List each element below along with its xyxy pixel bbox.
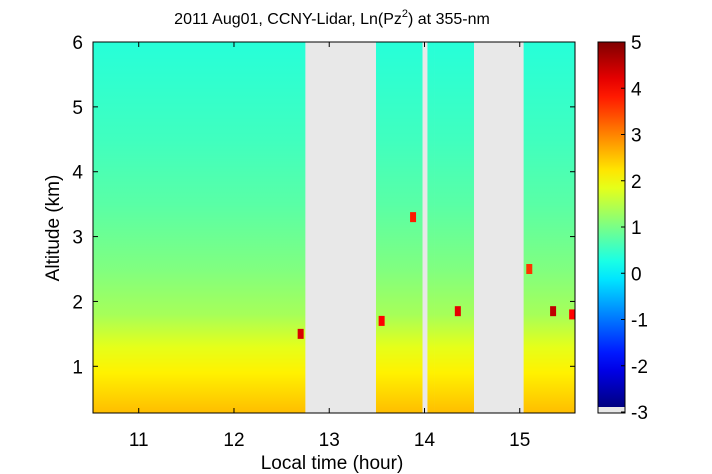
- y-tick-label: 6: [72, 33, 83, 54]
- data-segments: [93, 42, 575, 413]
- x-tick-label: 12: [223, 430, 244, 451]
- colorbar-tick-label: -2: [631, 357, 648, 378]
- x-tick-label: 11: [129, 430, 149, 451]
- x-axis-label: Local time (hour): [261, 453, 404, 474]
- x-tick-label: 15: [509, 430, 530, 451]
- colorbar-tick-label: -3: [631, 403, 648, 424]
- nodata-gap-1: [305, 42, 376, 413]
- cloud-feature-3: [410, 212, 417, 223]
- colorbar: 5 4 3 2 1 0 -1 -2 -3: [597, 33, 648, 424]
- y-tick-label: 4: [72, 163, 83, 184]
- colorbar-tick-label: -1: [631, 311, 648, 332]
- colorbar-tick-label: 1: [631, 218, 642, 239]
- cloud-feature-4: [454, 306, 461, 317]
- x-axis-ticks: 11 12 13 14 15: [129, 42, 530, 451]
- colorbar-nodata-swatch: [598, 407, 625, 413]
- heatmap-plot-area: [92, 41, 576, 414]
- nodata-gap-3: [474, 42, 524, 413]
- cloud-feature-5: [526, 264, 533, 275]
- cloud-feature-6: [550, 306, 557, 317]
- y-tick-label: 3: [72, 228, 83, 249]
- cloud-features: [297, 212, 576, 339]
- plot-frame: [92, 41, 576, 414]
- cloud-feature-1: [297, 328, 304, 339]
- colorbar-tick-label: 5: [631, 33, 642, 54]
- data-segment-2: [375, 42, 423, 413]
- y-axis-label: Altitude (km): [43, 175, 64, 282]
- colorbar-tick-label: 4: [631, 79, 642, 100]
- data-segment-1: [93, 42, 306, 413]
- y-tick-label: 1: [72, 357, 83, 378]
- y-tick-label: 2: [72, 292, 83, 313]
- x-tick-label: 13: [319, 430, 340, 451]
- chart-title: 2011 Aug01, CCNY-Lidar, Ln(Pz2) at 355-n…: [174, 8, 490, 28]
- colorbar-tick-label: 3: [631, 126, 642, 147]
- nodata-gap-2: [422, 42, 428, 413]
- x-tick-label: 14: [414, 430, 436, 451]
- y-axis-ticks: 1 2 3 4 5 6: [72, 33, 575, 378]
- colorbar-tick-label: 0: [631, 264, 642, 285]
- cloud-feature-7: [569, 309, 576, 320]
- data-segment-4: [434, 42, 475, 413]
- cloud-feature-2: [378, 315, 385, 326]
- data-segment-3: [427, 42, 435, 413]
- colorbar-tick-label: 2: [631, 172, 642, 193]
- y-tick-label: 5: [72, 98, 83, 119]
- data-segment-5: [523, 42, 575, 413]
- nodata-gaps: [305, 42, 524, 413]
- colorbar-gradient: [598, 42, 625, 407]
